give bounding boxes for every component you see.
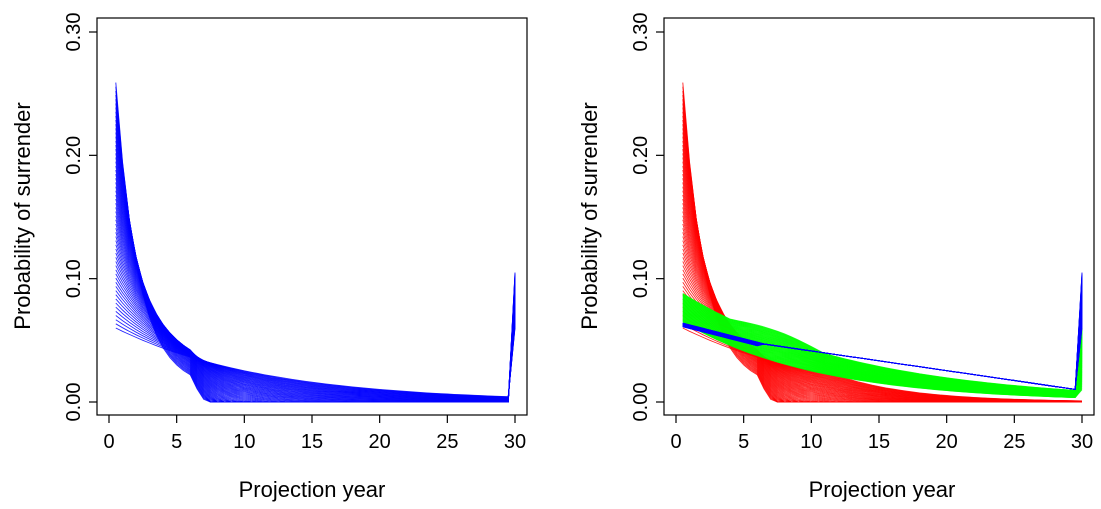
left-x-axis-title: Projection year — [239, 477, 386, 502]
series-line-blue — [115, 169, 516, 403]
series-line-blue — [115, 244, 516, 402]
x-tick-label: 5 — [171, 431, 182, 453]
series-line-blue — [115, 219, 516, 403]
series-line-blue — [115, 194, 516, 403]
right-x-axis-title: Projection year — [809, 477, 956, 502]
right-plot-frame — [663, 17, 1095, 416]
series-line-red — [682, 82, 1082, 403]
y-tick-label: 0.10 — [630, 259, 652, 298]
series-line-blue — [115, 178, 516, 403]
series-line-blue — [115, 265, 516, 401]
right-curve-group — [682, 82, 1083, 403]
y-tick-label: 0.30 — [630, 13, 652, 52]
series-line-red — [682, 161, 1082, 403]
series-line-blue — [115, 240, 516, 402]
series-line-green — [682, 293, 1083, 391]
series-line-red — [682, 157, 1082, 403]
y-tick-label: 0.10 — [63, 259, 85, 298]
series-line-blue — [115, 273, 516, 400]
series-line-blue — [115, 103, 516, 403]
right-y-axis-title: Probability of surrender — [577, 102, 602, 329]
right-y-axis: 0.00 0.10 0.20 0.30 — [630, 13, 664, 422]
series-line-blue — [115, 215, 516, 403]
x-tick-label: 30 — [1071, 431, 1093, 453]
series-line-blue — [115, 198, 516, 403]
series-line-blue — [115, 236, 516, 402]
series-line-blue — [115, 82, 516, 403]
x-tick-label: 30 — [504, 431, 526, 453]
series-line-blue — [115, 153, 516, 403]
series-line-blue — [115, 182, 516, 403]
series-line-red — [682, 165, 1082, 403]
left-x-axis: 0 5 10 15 20 25 30 — [103, 415, 526, 453]
x-tick-label: 15 — [301, 431, 323, 453]
series-line-blue — [115, 228, 516, 402]
chart-panel-right: 0 5 10 15 20 25 30 0.00 0.10 0.20 0.30 Projection… — [577, 13, 1095, 502]
series-line-blue — [115, 174, 516, 403]
series-line-blue — [115, 186, 516, 403]
series-line-blue — [115, 232, 516, 402]
series-line-blue — [115, 190, 516, 403]
series-line-blue — [115, 257, 516, 401]
y-tick-label: 0.00 — [630, 383, 652, 422]
left-plot-frame — [96, 17, 528, 416]
left-y-axis: 0.00 0.10 0.20 0.30 — [63, 13, 97, 422]
series-line-red — [682, 103, 1082, 403]
series-line-blue — [115, 161, 516, 403]
x-tick-label: 25 — [436, 431, 458, 453]
left-y-axis-title: Probability of surrender — [10, 102, 35, 329]
left-curve-group — [115, 82, 516, 403]
series-line-blue — [682, 272, 1083, 390]
y-tick-label: 0.20 — [63, 136, 85, 175]
series-line-blue — [115, 207, 516, 403]
series-line-blue — [115, 269, 516, 400]
series-line-blue — [115, 223, 516, 403]
y-tick-label: 0.00 — [63, 383, 85, 422]
series-line-blue — [115, 157, 516, 403]
chart-panel-left: 0 5 10 15 20 25 30 0.00 0.10 0.20 0.30 Projection… — [10, 13, 528, 502]
x-tick-label: 10 — [800, 431, 822, 453]
series-line-blue — [115, 211, 516, 403]
x-tick-label: 0 — [103, 431, 114, 453]
series-line-red — [682, 153, 1082, 403]
right-x-axis: 0 5 10 15 20 25 30 — [670, 415, 1093, 453]
x-tick-label: 20 — [369, 431, 391, 453]
x-tick-label: 5 — [738, 431, 749, 453]
x-tick-label: 15 — [868, 431, 890, 453]
series-line-blue — [115, 248, 516, 401]
series-line-blue — [115, 165, 516, 403]
series-line-blue — [115, 261, 516, 401]
x-tick-label: 0 — [670, 431, 681, 453]
series-line-blue — [115, 252, 516, 401]
x-tick-label: 10 — [233, 431, 255, 453]
y-tick-label: 0.20 — [630, 136, 652, 175]
x-tick-label: 20 — [936, 431, 958, 453]
series-line-blue — [115, 203, 516, 403]
x-tick-label: 25 — [1003, 431, 1025, 453]
y-tick-label: 0.30 — [63, 13, 85, 52]
